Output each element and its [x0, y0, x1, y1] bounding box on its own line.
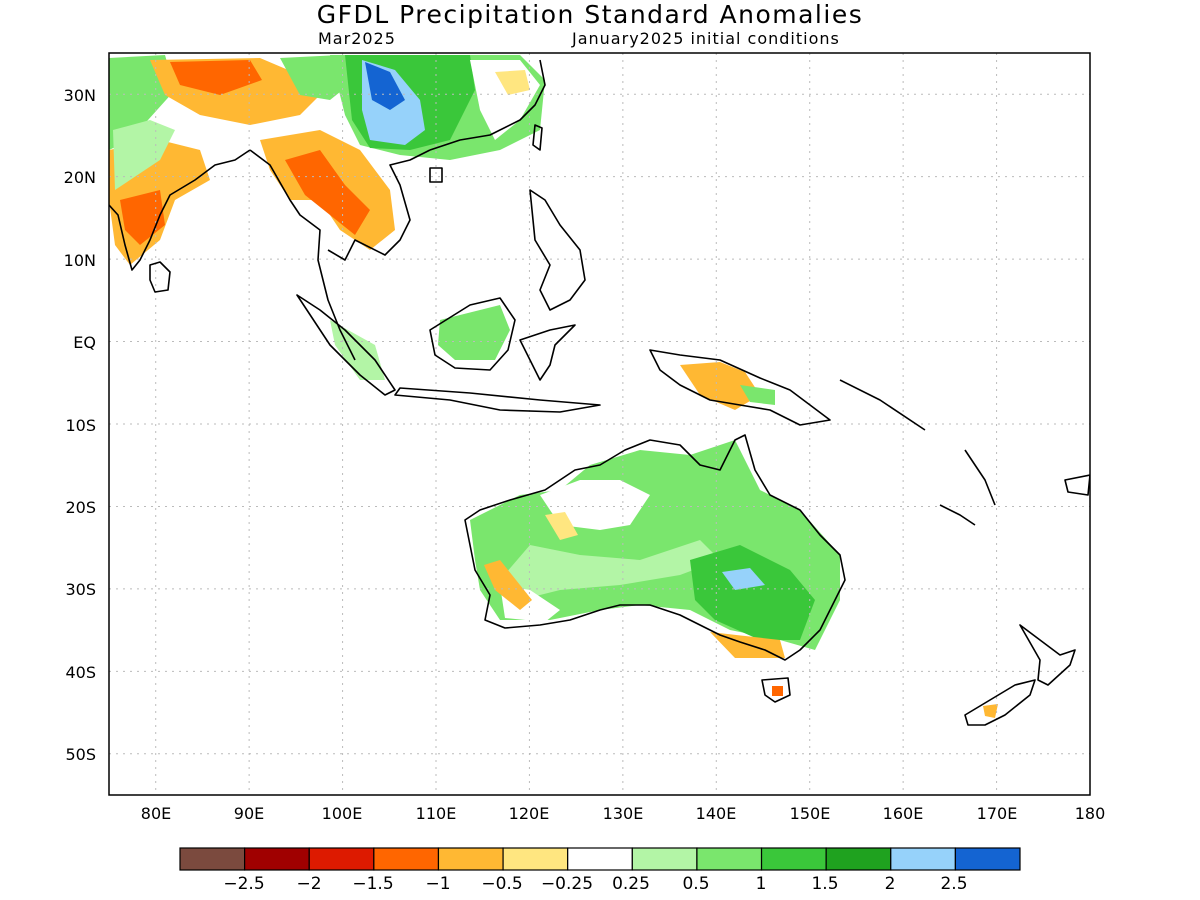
colorbar-swatch: [567, 847, 633, 871]
colorbar-label: −1.5: [352, 874, 393, 894]
anomaly-area-newguinea-dry: [680, 362, 760, 410]
coastline-borneo: [429, 297, 516, 371]
coastline-srilanka: [149, 261, 171, 293]
lon-label: 130E: [603, 804, 644, 823]
anomaly-area-china-darkblue: [365, 62, 405, 110]
coastlines: [109, 59, 1090, 726]
coastline-new-guinea: [649, 349, 831, 426]
lon-label: 180: [1075, 804, 1106, 823]
colorbar-label: 2.5: [940, 874, 967, 894]
colorbar-swatch: [437, 847, 504, 871]
colorbar-label: −2: [296, 874, 321, 894]
colorbar-label: 0.5: [682, 874, 709, 894]
anomaly-area-indochina-orange: [285, 150, 370, 235]
colorbar-swatch: [954, 847, 1021, 871]
coastline-india: [109, 149, 251, 271]
colorbar-label: −1: [425, 874, 450, 894]
lat-label: 30S: [65, 580, 96, 599]
colorbar-swatch: [825, 847, 892, 871]
colorbar-label: −0.25: [541, 874, 593, 894]
coastline-sulawesi: [519, 324, 576, 381]
anomaly-area-newguinea-green: [740, 385, 775, 405]
colorbar-swatch: [244, 847, 310, 871]
anomaly-area-australia-yellow: [545, 512, 578, 540]
lon-label: 80E: [141, 804, 171, 823]
coastline-sumatra: [296, 294, 396, 396]
coastline-newzealand-north: [1019, 624, 1076, 686]
lon-label: 140E: [696, 804, 737, 823]
colorbar-label: −0.5: [481, 874, 522, 894]
lon-label: 110E: [416, 804, 457, 823]
longitude-axis: 80E 90E 100E 110E 120E 130E 140E 150E 16…: [141, 804, 1106, 823]
anomaly-field: [109, 55, 998, 718]
lon-label: 120E: [509, 804, 550, 823]
colorbar-label: 0.25: [612, 874, 650, 894]
colorbar-swatch: [631, 847, 698, 871]
coastline-malay-peninsula: [327, 149, 431, 261]
colorbar-label: 1.5: [811, 874, 838, 894]
map-frame: [108, 52, 1091, 796]
latitude-axis: 30N 20N 10N EQ 10S 20S 30S 40S 50S: [64, 86, 96, 764]
colorbar: [179, 847, 1021, 871]
colorbar-swatch: [890, 847, 956, 871]
colorbar-swatch: [760, 847, 827, 871]
anomaly-area-australia-blue: [722, 568, 765, 590]
anomaly-area-china-yellow: [495, 70, 530, 95]
coastline-china: [429, 59, 546, 151]
colorbar-swatch: [179, 847, 246, 871]
anomaly-area-tasmania-orange: [772, 686, 783, 696]
colorbar-label: 2: [885, 874, 896, 894]
coastline-fiji: [1064, 474, 1090, 496]
anomaly-area-himalaya-orange: [170, 60, 262, 95]
colorbar-swatch: [308, 847, 375, 871]
colorbar-swatch: [373, 847, 440, 871]
coastline-australia: [464, 434, 846, 661]
coastline-vanuatu: [964, 449, 996, 506]
anomaly-area-australia-deep-green: [690, 545, 815, 640]
coastline-indochina: [249, 149, 356, 361]
map-gridlines: [109, 53, 1090, 795]
coastline-hainan: [429, 167, 443, 183]
anomaly-area-india-light: [113, 120, 175, 190]
lat-label: 30N: [64, 86, 96, 105]
anomaly-area-sumatra-green: [330, 320, 385, 380]
anomaly-area-borneo-green: [438, 305, 510, 360]
colorbar-label: −2.5: [223, 874, 264, 894]
colorbar-swatch: [502, 847, 569, 871]
lat-label: 20S: [65, 498, 96, 517]
coastline-taiwan: [532, 124, 543, 151]
anomaly-area-australia-light: [500, 540, 720, 600]
coastline-new-caledonia: [939, 504, 976, 526]
lat-label: 10S: [65, 416, 96, 435]
colorbar-swatch: [696, 847, 763, 871]
valid-month-label: Mar2025: [318, 29, 396, 48]
lon-label: 170E: [977, 804, 1018, 823]
lon-label: 150E: [790, 804, 831, 823]
lon-label: 100E: [322, 804, 363, 823]
coastline-solomons: [839, 379, 926, 431]
anomaly-area-australia-dry-west: [484, 560, 532, 610]
lat-label: 40S: [65, 663, 96, 682]
lat-label: 50S: [65, 745, 96, 764]
anomaly-area-newzealand-dry: [983, 704, 998, 718]
colorbar-labels: −2.5 −2 −1.5 −1 −0.5 −0.25 0.25 0.5 1 1.…: [223, 874, 967, 894]
lat-label: 20N: [64, 168, 96, 187]
colorbar-label: 1: [756, 874, 767, 894]
lat-label: EQ: [73, 333, 96, 352]
coastline-java: [394, 387, 601, 413]
init-conditions-label: January2025 initial conditions: [572, 29, 840, 48]
coastline-tasmania: [761, 677, 791, 703]
coastline-newzealand-south: [964, 679, 1036, 726]
coastline-philippines: [529, 189, 586, 311]
lon-label: 160E: [883, 804, 924, 823]
lon-label: 90E: [234, 804, 264, 823]
lat-label: 10N: [64, 251, 96, 270]
chart-title: GFDL Precipitation Standard Anomalies: [316, 0, 864, 29]
